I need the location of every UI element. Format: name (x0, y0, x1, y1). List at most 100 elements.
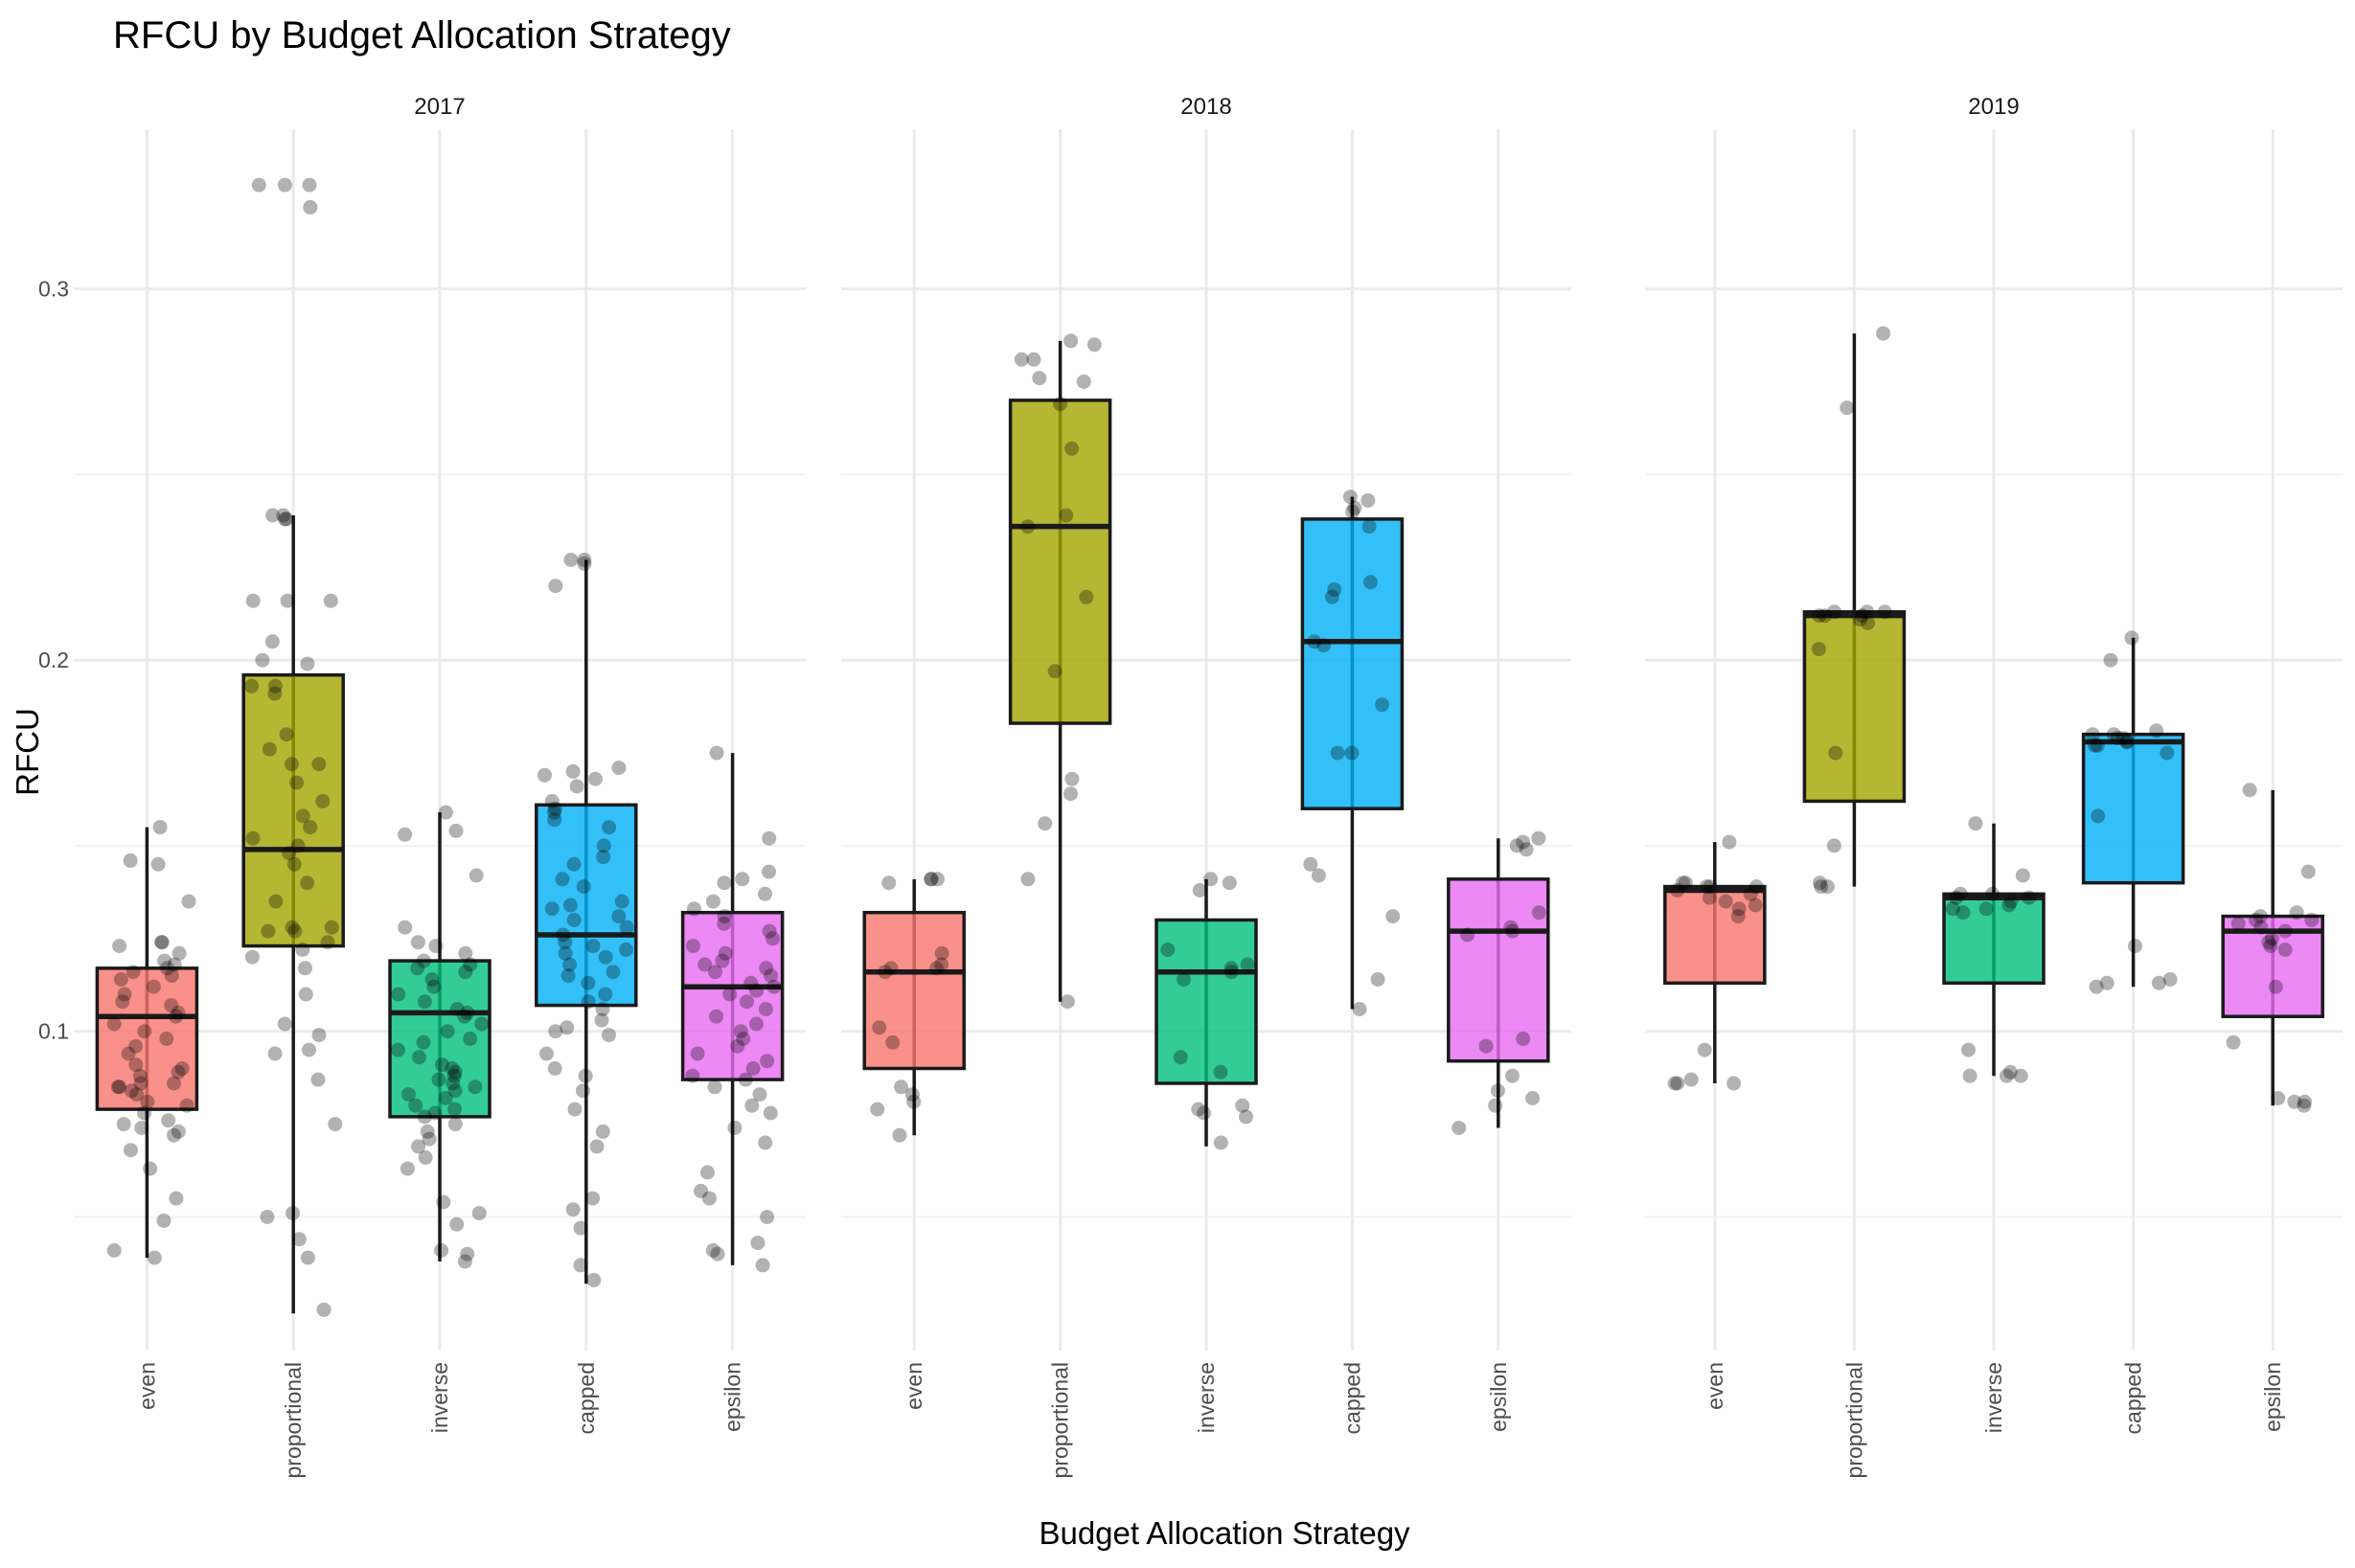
data-point (1316, 638, 1332, 653)
data-point (2151, 975, 2166, 990)
data-point (417, 1109, 432, 1125)
x-tick-label: proportional (1048, 1362, 1073, 1478)
data-point (589, 1139, 605, 1154)
data-point (743, 975, 759, 990)
data-point (2242, 783, 2257, 798)
x-tick-label: proportional (281, 1362, 306, 1478)
data-point (295, 943, 310, 957)
data-point (416, 953, 431, 968)
data-point (752, 1087, 767, 1102)
data-point (565, 763, 581, 779)
data-point (892, 1127, 907, 1143)
data-point (447, 1117, 463, 1132)
data-point (1953, 886, 1968, 901)
data-point (924, 872, 939, 887)
data-point (694, 1183, 708, 1198)
data-point (159, 1032, 174, 1046)
x-tick-label: even (902, 1362, 926, 1410)
data-point (1327, 582, 1342, 597)
data-point (460, 1005, 475, 1020)
data-point (1876, 326, 1891, 341)
data-point (431, 1072, 446, 1087)
data-point (316, 1302, 332, 1317)
data-point (567, 1102, 583, 1117)
data-point (1160, 943, 1176, 957)
y-tick-label: 0.1 (38, 1019, 69, 1044)
data-point (137, 1024, 152, 1039)
data-point (1192, 883, 1207, 898)
data-point (251, 177, 266, 193)
data-point (611, 909, 627, 924)
data-point (398, 920, 413, 935)
x-tick-label: capped (1339, 1362, 1364, 1434)
box-capped (535, 553, 638, 1287)
data-point (323, 593, 338, 608)
data-point (1060, 994, 1075, 1010)
x-tick-label: capped (2121, 1362, 2146, 1434)
data-point (1726, 1076, 1742, 1091)
data-point (544, 901, 560, 917)
data-point (1213, 1135, 1228, 1150)
data-point (285, 920, 300, 935)
box-epsilon (1447, 830, 1550, 1135)
data-point (1014, 352, 1029, 367)
data-point (1743, 886, 1758, 901)
data-point (1749, 879, 1764, 895)
data-point (1813, 875, 1827, 891)
data-point (1525, 1091, 1541, 1105)
data-point (569, 779, 584, 794)
box-rect (1802, 610, 1907, 804)
data-point (279, 511, 294, 527)
data-point (885, 1034, 901, 1050)
data-point (123, 852, 138, 868)
data-point (300, 875, 315, 891)
data-point (276, 508, 291, 523)
box-even (95, 820, 199, 1265)
data-point (2124, 630, 2139, 646)
data-point (1177, 972, 1192, 987)
data-point (690, 1046, 705, 1061)
data-point (260, 1210, 275, 1224)
data-point (539, 1046, 554, 1061)
data-point (1213, 1064, 1228, 1079)
data-point (563, 553, 579, 567)
data-point (1375, 697, 1389, 713)
data-point (1505, 923, 1520, 939)
data-point (708, 965, 722, 980)
data-point (1852, 612, 1867, 627)
data-point (262, 741, 277, 757)
data-point (447, 1083, 463, 1099)
data-point (1059, 508, 1074, 523)
data-point (709, 745, 724, 761)
data-point (2253, 920, 2269, 935)
data-point (302, 1042, 316, 1057)
data-point (2002, 1064, 2018, 1079)
data-point (2300, 864, 2316, 879)
data-point (576, 879, 591, 895)
x-tick-label: even (134, 1362, 159, 1410)
data-point (408, 1098, 423, 1113)
data-point (587, 771, 603, 786)
data-point (1203, 872, 1219, 887)
data-point (762, 830, 777, 846)
data-point (764, 968, 779, 984)
data-point (1370, 972, 1385, 987)
chart-title: RFCU by Budget Allocation Strategy (113, 14, 731, 57)
data-point (2277, 923, 2293, 939)
data-point (300, 656, 315, 671)
data-point (2103, 652, 2118, 668)
data-point (134, 1121, 149, 1135)
data-point (738, 1072, 753, 1087)
box-proportional (1008, 333, 1112, 1010)
data-point (611, 761, 627, 776)
data-point (411, 1050, 426, 1065)
data-point (289, 775, 305, 790)
data-point (727, 1121, 743, 1135)
data-point (2226, 1034, 2241, 1050)
data-point (436, 1194, 451, 1210)
data-point (598, 987, 613, 1002)
data-point (1063, 786, 1078, 802)
data-point (547, 805, 561, 820)
data-point (411, 1139, 426, 1154)
